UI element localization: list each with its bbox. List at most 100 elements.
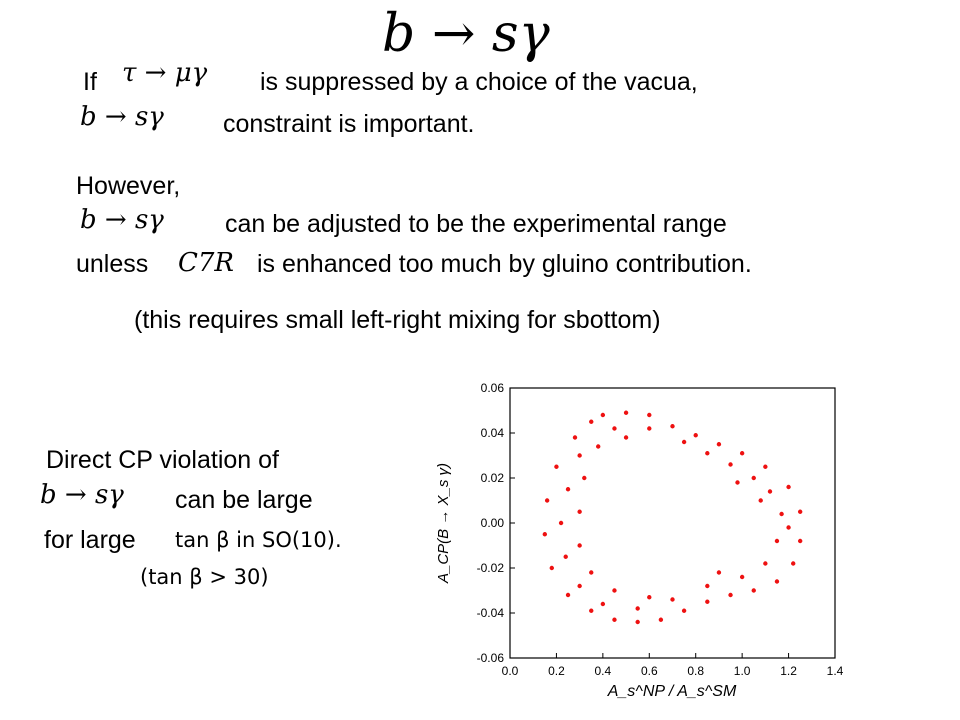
scatter-point-47 bbox=[612, 426, 617, 431]
y-tick-label-6: 0.06 bbox=[481, 381, 505, 395]
scatter-point-38 bbox=[763, 561, 768, 566]
scatter-point-27 bbox=[589, 419, 594, 424]
scatter-point-26 bbox=[572, 435, 578, 440]
scatter-point-57 bbox=[735, 480, 740, 485]
scatter-point-2 bbox=[647, 412, 652, 418]
line2-suffix: constraint is important. bbox=[223, 110, 475, 138]
scatter-point-56 bbox=[758, 498, 763, 503]
scatter-point-14 bbox=[728, 592, 733, 598]
x-tick-label-4: 0.8 bbox=[687, 664, 704, 678]
scatter-point-11 bbox=[791, 561, 796, 566]
line1-prefix: If bbox=[83, 68, 97, 96]
line3-suffix: can be adjusted to be the experimental r… bbox=[225, 210, 727, 238]
y-tick-label-3: 0.00 bbox=[481, 516, 505, 530]
scatter-point-46 bbox=[647, 426, 652, 431]
scatter-point-25 bbox=[554, 464, 559, 469]
line1-suffix: is suppressed by a choice of the vacua, bbox=[260, 68, 698, 96]
x-tick-label-0: 0.0 bbox=[502, 664, 519, 678]
scatter-point-53 bbox=[612, 588, 617, 593]
y-axis-label: A_CP(B → X_s γ) bbox=[435, 463, 452, 584]
scatter-point-37 bbox=[739, 574, 745, 580]
line1-math: τ → μγ bbox=[122, 58, 208, 88]
scatter-point-15 bbox=[705, 599, 710, 604]
cp-tanbeta-in: tan β in SO(10). bbox=[175, 528, 342, 552]
scatter-point-29 bbox=[565, 487, 571, 492]
line4-suffix: is enhanced too much by gluino contribut… bbox=[257, 250, 752, 278]
scatter-point-58 bbox=[716, 570, 722, 575]
scatter-point-19 bbox=[612, 617, 617, 622]
scatter-point-32 bbox=[577, 583, 582, 589]
line3-math: b → sγ bbox=[80, 205, 164, 235]
scatter-point-40 bbox=[779, 511, 784, 517]
line4-prefix: unless bbox=[76, 250, 149, 278]
scatter-point-54 bbox=[647, 595, 652, 600]
scatter-point-13 bbox=[751, 588, 756, 593]
scatter-point-31 bbox=[563, 554, 568, 559]
cp-line2-suffix: can be large bbox=[175, 486, 313, 514]
scatter-point-48 bbox=[596, 444, 601, 449]
scatter-point-9 bbox=[797, 509, 803, 514]
x-tick-label-1: 0.2 bbox=[548, 664, 565, 678]
scatter-point-35 bbox=[670, 597, 675, 602]
scatter-point-50 bbox=[577, 509, 582, 514]
x-tick-label-5: 1.0 bbox=[734, 664, 751, 678]
cp-tanbeta-cond: (tan β > 30) bbox=[140, 565, 269, 589]
however-text: However, bbox=[76, 172, 181, 200]
x-tick-label-2: 0.4 bbox=[595, 664, 612, 678]
scatter-point-45 bbox=[681, 439, 687, 445]
cp-math: b → sγ bbox=[40, 480, 124, 510]
scatter-point-22 bbox=[549, 565, 554, 571]
cp-line3-prefix: for large bbox=[44, 526, 136, 554]
scatter-point-42 bbox=[751, 475, 756, 481]
acp-scatter-chart: 0.0 0.2 0.4 0.6 0.8 1.0 1.2 1.4 -0.06 -0.04 -0.02… bbox=[435, 381, 844, 700]
scatter-point-20 bbox=[589, 608, 594, 613]
y-tick-label-5: 0.04 bbox=[481, 426, 505, 440]
x-tick-label-7: 1.4 bbox=[827, 664, 844, 678]
scatter-point-28 bbox=[577, 453, 582, 458]
scatter-point-23 bbox=[542, 532, 548, 537]
scatter-point-8 bbox=[786, 484, 791, 490]
scatter-point-6 bbox=[739, 451, 745, 456]
slide-title: b → sγ bbox=[382, 4, 550, 64]
scatter-point-36 bbox=[705, 583, 710, 589]
scatter-point-12 bbox=[774, 579, 780, 584]
scatter-point-18 bbox=[635, 619, 640, 625]
scatter-point-10 bbox=[797, 538, 803, 544]
scatter-point-1 bbox=[623, 410, 629, 415]
scatter-point-21 bbox=[565, 592, 571, 598]
scatter-point-3 bbox=[670, 424, 675, 429]
scatter-point-33 bbox=[600, 601, 606, 607]
y-tick-label-2: -0.02 bbox=[477, 561, 505, 575]
mixing-note: (this requires small left-right mixing f… bbox=[134, 306, 661, 334]
scatter-point-43 bbox=[728, 462, 733, 467]
scatter-point-39 bbox=[774, 538, 780, 544]
x-axis-ticks: 0.0 0.2 0.4 0.6 0.8 1.0 1.2 1.4 bbox=[502, 653, 844, 678]
cp-line1: Direct CP violation of bbox=[46, 446, 279, 474]
line4-math: C7R bbox=[178, 248, 235, 278]
scatter-point-51 bbox=[577, 543, 582, 548]
y-tick-label-1: -0.04 bbox=[477, 606, 505, 620]
plot-frame bbox=[509, 387, 836, 659]
scatter-point-30 bbox=[558, 520, 564, 526]
scatter-point-41 bbox=[767, 489, 773, 494]
scatter-point-7 bbox=[763, 464, 768, 469]
y-tick-label-4: 0.02 bbox=[481, 471, 505, 485]
x-tick-label-6: 1.2 bbox=[780, 664, 797, 678]
y-axis-ticks: -0.06 -0.04 -0.02 0.00 0.02 0.04 0.06 bbox=[477, 381, 515, 665]
scatter-point-49 bbox=[582, 475, 587, 481]
scatter-point-5 bbox=[716, 442, 722, 447]
line2-math: b → sγ bbox=[80, 102, 164, 132]
scatter-point-34 bbox=[635, 606, 640, 611]
scatter-point-17 bbox=[658, 617, 664, 622]
scatter-point-24 bbox=[544, 498, 550, 503]
scatter-point-55 bbox=[786, 525, 791, 530]
x-axis-label: A_s^NP / A_s^SM bbox=[607, 683, 737, 700]
scatter-point-0 bbox=[600, 412, 606, 418]
y-tick-label-0: -0.06 bbox=[477, 651, 505, 665]
scatter-points bbox=[542, 410, 803, 625]
scatter-point-4 bbox=[693, 433, 698, 438]
scatter-point-44 bbox=[705, 451, 710, 456]
scatter-point-59 bbox=[623, 435, 629, 440]
scatter-point-16 bbox=[681, 608, 687, 613]
scatter-point-52 bbox=[589, 570, 594, 575]
